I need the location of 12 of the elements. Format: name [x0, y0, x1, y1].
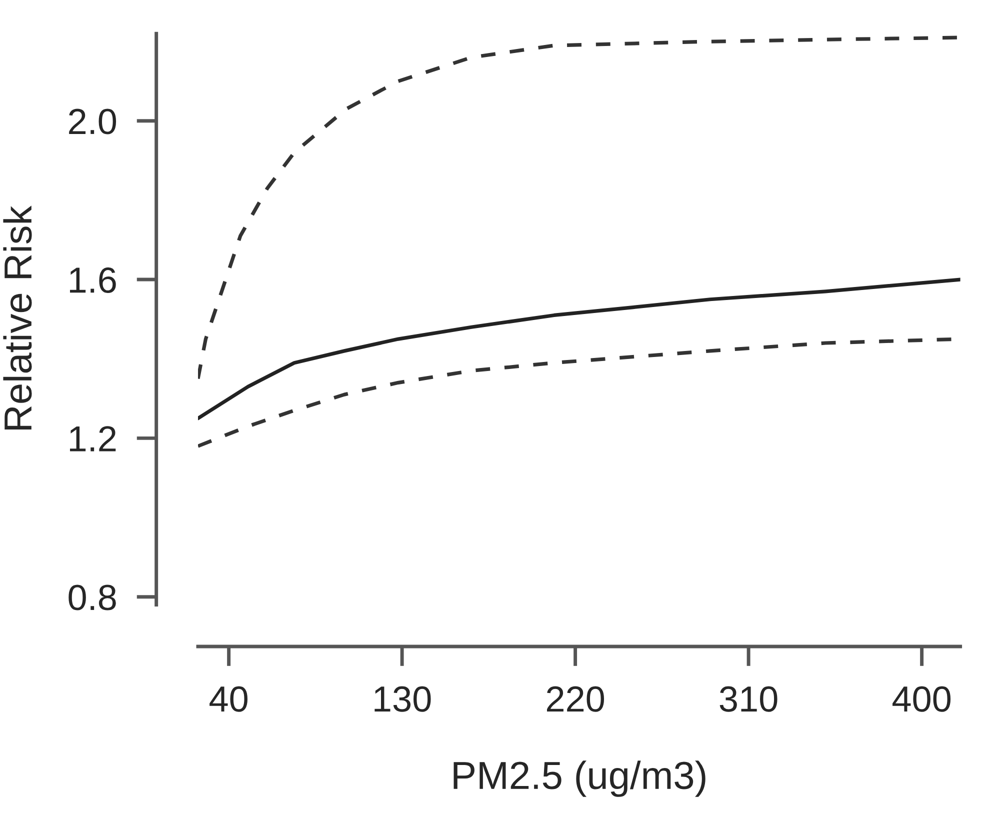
y-axis-title: Relative Risk [3, 206, 32, 430]
y-tick-label: 1.6 [70, 267, 116, 293]
y-tick-label: 1.2 [70, 426, 116, 452]
x-tick-label: 400 [892, 686, 951, 712]
x-tick-label: 310 [720, 686, 778, 712]
x-axis-title: PM2.5 (ug/m3) [454, 760, 706, 797]
x-tick-label: 130 [374, 686, 431, 712]
x-tick-label: 220 [546, 686, 604, 712]
y-tick-label: 0.8 [68, 584, 116, 610]
line-series [198, 278, 960, 420]
x-tick-label: 40 [210, 686, 248, 712]
y-tick-label: 2.0 [69, 108, 116, 134]
